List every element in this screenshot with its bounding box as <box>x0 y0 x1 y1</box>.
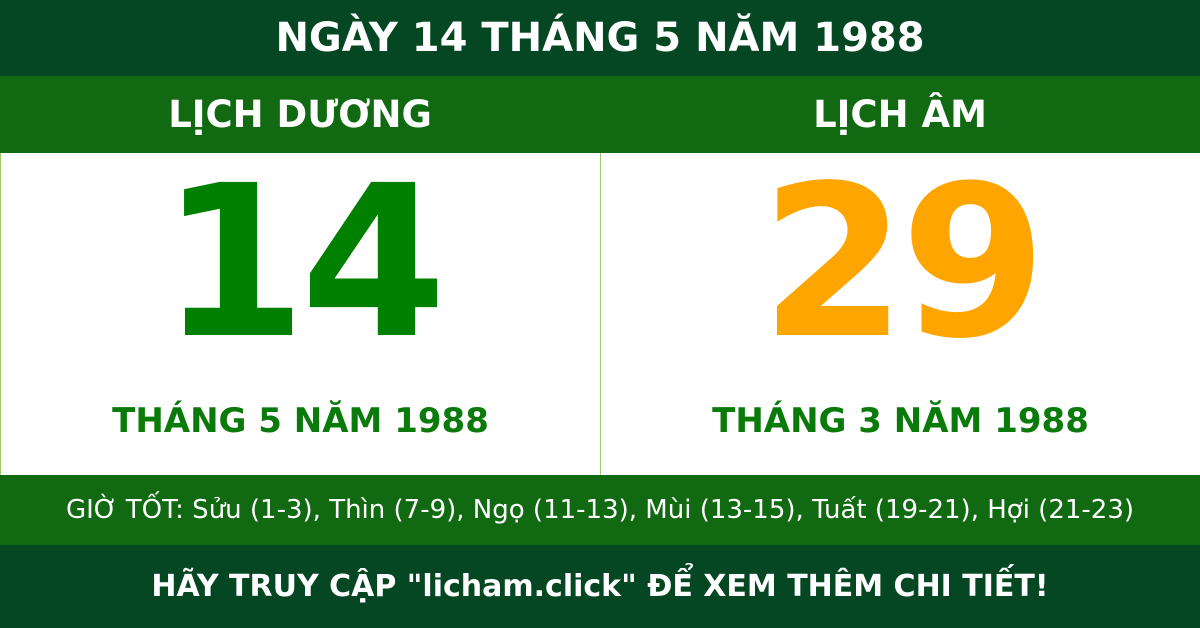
solar-header: LỊCH DƯƠNG <box>168 93 432 136</box>
solar-month-year: THÁNG 5 NĂM 1988 <box>112 401 489 441</box>
good-hours: GIỜ TỐT: Sửu (1-3), Thìn (7-9), Ngọ (11-… <box>0 475 1200 545</box>
solar-day: 14 <box>160 140 446 385</box>
lunar-month-year: THÁNG 3 NĂM 1988 <box>712 401 1089 441</box>
calendar-body: 14 THÁNG 5 NĂM 1988 29 THÁNG 3 NĂM 1988 <box>0 153 1200 475</box>
lunar-header: LỊCH ÂM <box>813 93 987 136</box>
solar-panel: 14 THÁNG 5 NĂM 1988 <box>0 153 601 475</box>
lunar-day: 29 <box>760 140 1046 385</box>
page-title: NGÀY 14 THÁNG 5 NĂM 1988 <box>0 0 1200 76</box>
calendar-headers: LỊCH DƯƠNG LỊCH ÂM <box>0 76 1200 153</box>
lunar-panel: 29 THÁNG 3 NĂM 1988 <box>601 153 1200 475</box>
footer-cta: HÃY TRUY CẬP "licham.click" ĐỂ XEM THÊM … <box>0 545 1200 628</box>
